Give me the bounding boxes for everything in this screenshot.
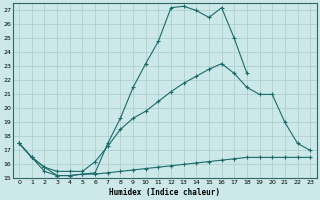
X-axis label: Humidex (Indice chaleur): Humidex (Indice chaleur): [109, 188, 220, 197]
